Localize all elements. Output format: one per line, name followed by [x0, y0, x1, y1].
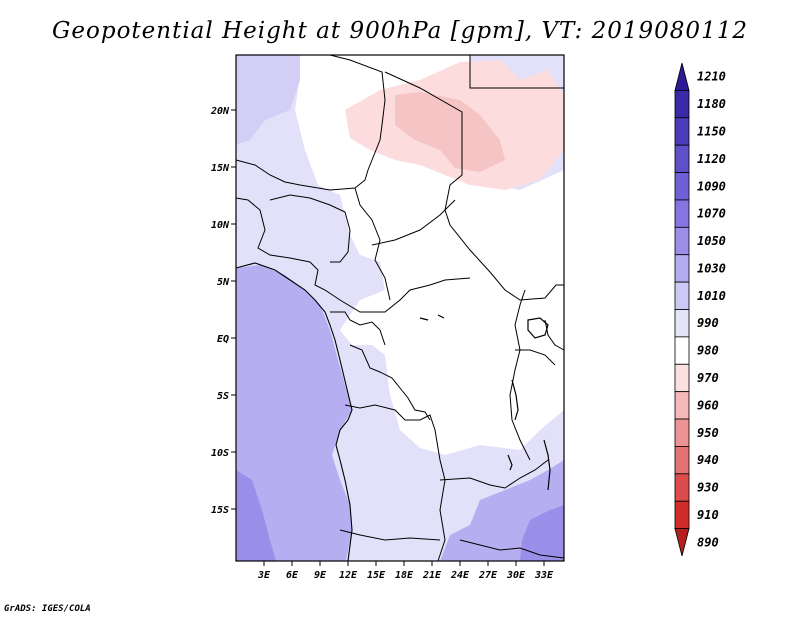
- coastline: [235, 262, 353, 562]
- footer-credit: GrADS: IGES/COLA: [4, 604, 91, 614]
- colorbar-swatch: [674, 172, 690, 201]
- northwest-light-region: [236, 55, 300, 145]
- lat-label: 15N: [211, 163, 230, 174]
- southwest-deep-violet: [236, 470, 276, 561]
- colorbar-label: 890: [697, 535, 719, 549]
- lon-label: 6E: [286, 570, 299, 581]
- colorbar-swatch: [674, 199, 690, 228]
- colorbar-swatch: [674, 117, 690, 146]
- lon-label: 15E: [367, 570, 386, 581]
- low-height-region-white: [295, 55, 564, 455]
- colorbar-swatch: [674, 363, 690, 393]
- lon-label: 3E: [257, 570, 271, 581]
- colorbar-swatch: [674, 418, 690, 447]
- colorbar-label: 1010: [697, 289, 726, 303]
- colorbar-swatch: [674, 446, 690, 475]
- colorbar-label: 970: [697, 371, 719, 385]
- colorbar-label: 1050: [697, 234, 726, 248]
- colorbar-label: 1120: [697, 152, 726, 166]
- colorbar-label: 1090: [697, 179, 726, 193]
- lat-label: 10S: [211, 448, 229, 459]
- southeast-deep-violet: [520, 505, 564, 561]
- lat-axis: 20N 15N 10N 5N EQ 5S 10S 15S: [210, 106, 236, 516]
- map-panel: [235, 54, 565, 562]
- colorbar-label: 940: [697, 453, 719, 467]
- lon-label: 12E: [339, 570, 358, 581]
- colorbar-label: 990: [697, 316, 719, 330]
- lat-label: 15S: [211, 505, 229, 516]
- map-frame: [235, 54, 565, 562]
- lat-label: 5N: [217, 277, 230, 288]
- colorbar-swatch: [674, 62, 690, 91]
- lat-label: 20N: [210, 106, 230, 117]
- colorbar-label: 1210: [697, 70, 726, 84]
- map-title: Geopotential Height at 900hPa [gpm], VT:…: [52, 18, 748, 44]
- colorbar-swatch: [674, 89, 690, 119]
- colorbar-swatch: [674, 254, 690, 283]
- colorbar-swatch: [674, 226, 690, 256]
- lon-label: 30E: [506, 570, 526, 581]
- colorbar: 1210 1180 1150 1120 1090 1070 1050 1030 1010 990 9…: [674, 62, 726, 557]
- colorbar-label: 1030: [697, 261, 726, 275]
- lat-label: 5S: [217, 391, 229, 402]
- lon-label: 18E: [395, 570, 414, 581]
- colorbar-label: 910: [697, 508, 719, 522]
- colorbar-label: 930: [697, 481, 719, 495]
- lon-label: 21E: [422, 570, 442, 581]
- colorbar-swatch: [674, 391, 690, 420]
- ocean-violet-region: [236, 265, 352, 561]
- colorbar-label: 950: [697, 426, 719, 440]
- colorbar-label: 1070: [697, 207, 726, 221]
- country-borders: [235, 54, 565, 562]
- colorbar-swatch: [674, 500, 690, 530]
- lon-label: 33E: [534, 570, 554, 581]
- colorbar-swatch: [674, 309, 690, 338]
- colorbar-swatch: [674, 281, 690, 310]
- colorbar-label: 1150: [697, 124, 726, 138]
- lat-label: EQ: [217, 334, 229, 345]
- colorbar-label: 980: [697, 344, 719, 358]
- colorbar-swatch: [674, 336, 690, 365]
- colorbar-label: 1180: [697, 97, 726, 111]
- colorbar-swatch: [674, 528, 690, 557]
- lat-label: 10N: [211, 220, 230, 231]
- colorbar-swatch: [674, 144, 690, 173]
- north-pink-core: [395, 92, 505, 172]
- lakes: [419, 314, 551, 491]
- lon-label: 9E: [314, 570, 327, 581]
- lon-axis: 3E 6E 9E 12E 15E 18E 21E 24E 27E 30E 33E: [257, 561, 554, 581]
- colorbar-swatch: [674, 473, 690, 502]
- lon-label: 24E: [450, 570, 470, 581]
- colorbar-label: 960: [697, 398, 719, 412]
- lon-label: 27E: [478, 570, 498, 581]
